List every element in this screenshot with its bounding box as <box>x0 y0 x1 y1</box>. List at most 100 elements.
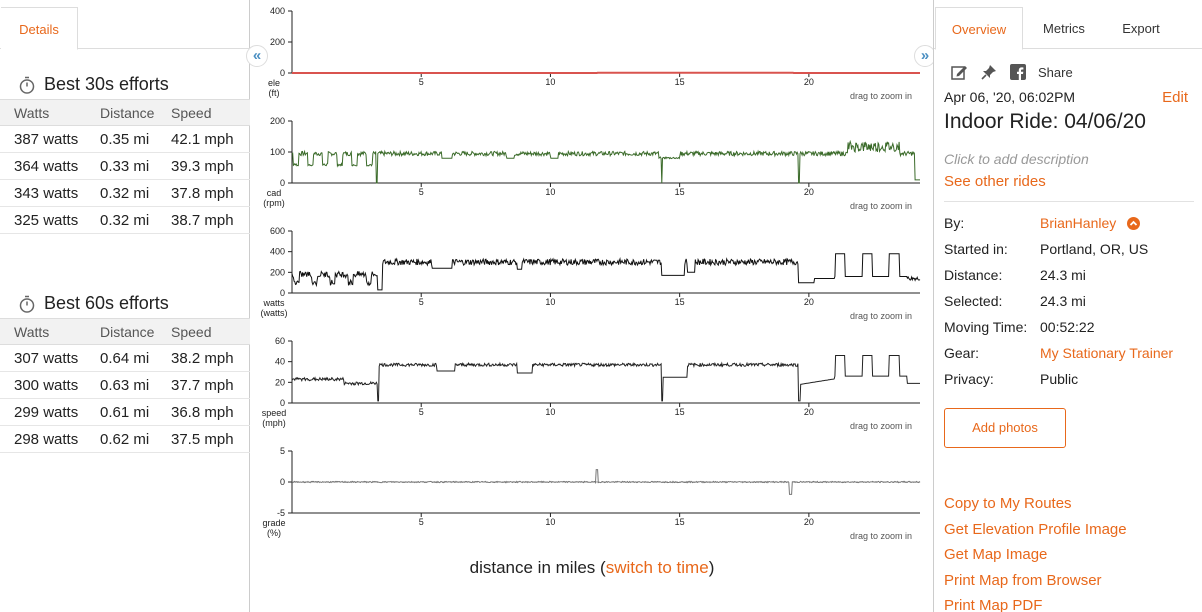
tab-export[interactable]: Export <box>1122 21 1160 36</box>
table-header: Watts Distance Speed <box>0 318 250 345</box>
facebook-icon[interactable] <box>1010 64 1026 80</box>
ride-date: Apr 06, '20, 06:02PM <box>944 89 1076 105</box>
chart-panel-cad[interactable]: 0 100 200 5 10 15 20 cad(rpm) drag to zoom in <box>263 116 920 211</box>
col-watts: Watts <box>14 105 50 121</box>
table-row[interactable]: 343 watts 0.32 mi 37.8 mph <box>0 180 250 207</box>
cell-speed: 39.3 mph <box>171 158 234 175</box>
best-30s-table: Watts Distance Speed 387 watts 0.35 mi 42.… <box>0 99 250 234</box>
x-axis-mode-text: distance in miles ( <box>469 558 606 577</box>
x-tick-label: 10 <box>545 187 555 197</box>
table-row[interactable]: 364 watts 0.33 mi 39.3 mph <box>0 153 250 180</box>
edit-link[interactable]: Edit <box>1162 89 1188 106</box>
y-tick-label: 200 <box>270 37 285 47</box>
ride-title: Indoor Ride: 04/06/20 <box>944 110 1146 133</box>
y-tick-label: 0 <box>280 288 285 298</box>
y-tick-label: 100 <box>270 147 285 157</box>
x-tick-label: 10 <box>545 77 555 87</box>
axis-unit: (rpm) <box>263 198 285 208</box>
chart-panel-watts[interactable]: 0 200 400 600 5 10 15 20 watts(watts) drag to zoo… <box>261 226 921 321</box>
table-row[interactable]: 299 watts 0.61 mi 36.8 mph <box>0 399 250 426</box>
y-tick-label: 200 <box>270 267 285 277</box>
table-row[interactable]: 325 watts 0.32 mi 38.7 mph <box>0 207 250 234</box>
chart-panel-ele[interactable]: 0 200 400 5 10 15 20 ele(ft) drag to zoom in <box>268 6 920 101</box>
see-other-rides-link[interactable]: See other rides <box>944 173 1046 190</box>
description-field[interactable]: Click to add description <box>944 151 1089 167</box>
info-value: Portland, OR, US <box>1040 241 1149 257</box>
chart-panel-grade[interactable]: -5 0 5 5 10 15 20 grade(%) drag to zoom in <box>262 446 921 541</box>
cell-speed: 38.2 mph <box>171 350 234 367</box>
edit-icon[interactable] <box>950 63 968 81</box>
best-30s-title: Best 30s efforts <box>18 74 169 95</box>
x-tick-label: 15 <box>675 187 685 197</box>
elevation-profile-image-link[interactable]: Get Elevation Profile Image <box>944 520 1127 538</box>
tab-metrics[interactable]: Metrics <box>1043 21 1085 36</box>
pin-icon[interactable] <box>980 63 998 81</box>
x-tick-label: 15 <box>675 407 685 417</box>
tab-details[interactable]: Details <box>1 7 78 50</box>
info-value: 24.3 mi <box>1040 293 1086 309</box>
best-60s-table: Watts Distance Speed 307 watts 0.64 mi 38.… <box>0 318 250 453</box>
ride-actions: Share <box>950 63 1073 81</box>
y-tick-label: 5 <box>280 446 285 456</box>
y-tick-label: 600 <box>270 226 285 236</box>
zoom-hint: drag to zoom in <box>850 91 912 101</box>
zoom-hint: drag to zoom in <box>850 531 912 541</box>
x-tick-label: 10 <box>545 517 555 527</box>
chart-area[interactable]: 0 200 400 5 10 15 20 ele (ft) drag to zoom in 0 100… <box>252 0 932 612</box>
info-value: Public <box>1040 371 1079 387</box>
x-axis-mode-close: ) <box>708 558 715 577</box>
table-row[interactable]: 300 watts 0.63 mi 37.7 mph <box>0 372 250 399</box>
cell-distance: 0.62 mi <box>100 431 150 448</box>
cell-distance: 0.32 mi <box>100 185 150 202</box>
copy-to-routes-link[interactable]: Copy to My Routes <box>944 495 1072 512</box>
cell-watts: 387 watts <box>14 131 79 148</box>
info-value-link[interactable]: BrianHanley <box>1040 215 1117 231</box>
zoom-hint: drag to zoom in <box>850 311 912 321</box>
map-image-link[interactable]: Get Map Image <box>944 546 1048 563</box>
cell-distance: 0.32 mi <box>100 212 150 229</box>
chart-panel-speed[interactable]: 0 20 40 60 5 10 15 20 speed(mph) drag to zoom in <box>262 336 920 431</box>
x-tick-label: 5 <box>419 77 424 87</box>
axis-unit: (mph) <box>262 418 286 428</box>
info-key: Privacy: <box>944 371 994 387</box>
print-map-pdf-link[interactable]: Print Map PDF <box>944 597 1043 612</box>
x-tick-label: 20 <box>804 187 814 197</box>
overview-panel: Overview Metrics Export Share Apr 06, '2… <box>933 0 1202 612</box>
axis-unit: (ft) <box>269 88 280 98</box>
collapse-left-icon[interactable]: « <box>246 45 268 67</box>
x-tick-label: 20 <box>804 517 814 527</box>
x-tick-label: 5 <box>419 187 424 197</box>
cell-speed: 37.7 mph <box>171 377 234 394</box>
cell-speed: 37.5 mph <box>171 431 234 448</box>
info-value-link[interactable]: My Stationary Trainer <box>1040 345 1174 361</box>
chevron-up-circle-icon[interactable] <box>1127 217 1140 230</box>
y-tick-label: 0 <box>280 68 285 78</box>
table-row[interactable]: 307 watts 0.64 mi 38.2 mph <box>0 345 250 372</box>
cell-watts: 298 watts <box>14 431 79 448</box>
add-photos-button[interactable]: Add photos <box>944 408 1066 448</box>
cell-watts: 364 watts <box>14 158 79 175</box>
cell-speed: 37.8 mph <box>171 185 234 202</box>
ride-links: Copy to My Routes Get Elevation Profile … <box>944 494 1127 612</box>
stopwatch-icon <box>19 76 35 94</box>
print-map-browser-link[interactable]: Print Map from Browser <box>944 571 1102 589</box>
x-tick-label: 5 <box>419 297 424 307</box>
y-tick-label: 0 <box>280 178 285 188</box>
info-key: Distance: <box>944 267 1003 283</box>
col-speed: Speed <box>171 105 212 121</box>
series-line-watts <box>291 253 921 291</box>
x-tick-label: 20 <box>804 407 814 417</box>
cell-speed: 36.8 mph <box>171 404 234 421</box>
y-tick-label: 60 <box>275 336 285 346</box>
switch-to-time-link[interactable]: switch to time <box>605 558 709 577</box>
table-row[interactable]: 298 watts 0.62 mi 37.5 mph <box>0 426 250 453</box>
x-axis-mode-label: distance in miles (switch to time) <box>252 558 932 578</box>
table-row[interactable]: 387 watts 0.35 mi 42.1 mph <box>0 126 250 153</box>
cell-watts: 343 watts <box>14 185 79 202</box>
y-tick-label: 400 <box>270 6 285 16</box>
y-tick-label: 20 <box>275 377 285 387</box>
share-label[interactable]: Share <box>1038 64 1073 80</box>
info-key: Moving Time: <box>944 319 1028 335</box>
tab-overview[interactable]: Overview <box>935 7 1023 50</box>
